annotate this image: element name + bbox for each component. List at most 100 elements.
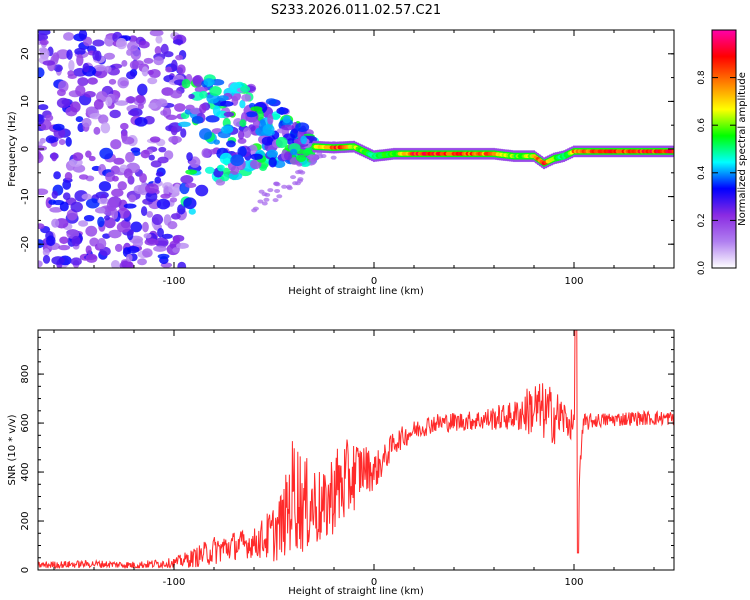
- heatmap-cell: [98, 181, 112, 192]
- heatmap-cell: [77, 77, 89, 87]
- heatmap-cell: [42, 60, 55, 66]
- heatmap-cell: [169, 90, 183, 99]
- colorbar-tick-label: 0.2: [697, 213, 707, 227]
- heatmap-cell: [300, 135, 308, 145]
- y-tick-label: -10: [20, 188, 31, 204]
- heatmap-cell: [172, 39, 184, 45]
- heatmap-cell: [180, 175, 194, 184]
- heatmap-cell: [38, 152, 44, 164]
- heatmap-cell: [102, 233, 111, 239]
- heatmap-cell: [129, 60, 140, 70]
- heatmap-cell: [223, 111, 235, 117]
- heatmap-cell: [144, 238, 159, 246]
- heatmap-cell: [177, 121, 191, 127]
- heatmap-cell: [137, 103, 144, 110]
- heatmap-cell: [217, 164, 225, 172]
- heatmap-cell: [126, 253, 133, 263]
- heatmap-cell: [121, 136, 135, 145]
- heatmap-cell: [137, 258, 147, 266]
- heatmap-cell: [112, 175, 119, 182]
- heatmap-cell: [271, 111, 281, 121]
- heatmap-cell: [155, 237, 169, 248]
- heatmap-cell: [165, 114, 178, 121]
- heatmap-cell: [38, 141, 43, 147]
- heatmap-cell: [99, 147, 114, 160]
- x-tick-label: -100: [163, 577, 186, 588]
- heatmap-cell: [85, 225, 98, 237]
- heatmap-cell: [147, 77, 158, 85]
- heatmap-cell: [123, 168, 133, 179]
- heatmap-cell: [212, 105, 221, 117]
- heatmap-cell: [123, 203, 137, 209]
- heatmap-cell: [108, 229, 122, 239]
- heatmap-cell: [275, 136, 288, 148]
- heatmap-cell: [261, 136, 274, 146]
- heatmap-cell: [56, 88, 66, 97]
- heatmap-cell: [149, 30, 164, 37]
- heatmap-cell: [157, 156, 169, 164]
- heatmap-cell: [143, 233, 152, 239]
- heatmap-cell: [42, 254, 51, 264]
- heatmap-cell: [38, 188, 49, 196]
- heatmap-cell: [176, 64, 186, 75]
- heatmap-cell: [142, 248, 153, 258]
- heatmap-cell: [38, 223, 45, 230]
- heatmap-cell: [139, 173, 147, 183]
- heatmap-cell: [220, 173, 230, 182]
- heatmap-cell: [250, 106, 263, 112]
- heatmap-cell: [153, 56, 164, 66]
- heatmap-cell: [295, 170, 302, 175]
- heatmap-cell: [176, 242, 189, 249]
- heatmap-cell: [290, 148, 298, 156]
- colorbar-ticks: 0.0 0.2 0.4 0.6 0.8: [697, 70, 736, 275]
- heatmap-cell: [75, 116, 84, 123]
- heatmap-cell: [161, 233, 173, 239]
- colorbar-tick-label: 0.4: [697, 165, 707, 180]
- heatmap-cell: [45, 114, 54, 122]
- heatmap-cell: [116, 221, 131, 233]
- heatmap-cell: [252, 119, 260, 127]
- heatmap-cell: [51, 218, 60, 228]
- heatmap-cell: [140, 206, 148, 217]
- heatmap-cell: [155, 99, 168, 108]
- heatmap-cell: [157, 253, 170, 259]
- heatmap-cell: [78, 174, 89, 180]
- heatmap-cell: [160, 43, 169, 55]
- heatmap-cell: [125, 96, 136, 104]
- heatmap-cell: [103, 52, 116, 60]
- heatmap-cell: [185, 169, 198, 175]
- colorbar-gradient: [712, 30, 736, 268]
- heatmap-cell: [156, 198, 171, 210]
- heatmap-cell: [168, 135, 182, 144]
- heatmap-cell: [265, 98, 277, 105]
- heatmap-cell: [87, 77, 98, 85]
- heatmap-cell: [110, 139, 122, 150]
- heatmap-cell: [116, 37, 128, 50]
- heatmap-cell: [109, 109, 121, 119]
- heatmap-cell: [126, 261, 135, 268]
- heatmap-cell: [201, 148, 211, 158]
- heatmap-cell: [70, 201, 83, 213]
- y-tick-label: 400: [20, 462, 31, 481]
- heatmap-cell: [68, 59, 75, 72]
- heatmap-cell: [241, 93, 252, 102]
- heatmap-cell: [264, 192, 271, 197]
- heatmap-cell: [114, 100, 129, 106]
- heatmap-cell: [308, 154, 315, 159]
- heatmap-cell: [64, 172, 73, 181]
- heatmap-cell: [97, 238, 107, 250]
- heatmap-cell: [282, 115, 291, 124]
- heatmap-cell: [96, 207, 106, 214]
- heatmap-cell: [272, 198, 279, 203]
- y-tick-label: 600: [20, 414, 31, 433]
- heatmap-cell: [203, 78, 215, 86]
- heatmap-cell: [181, 78, 191, 89]
- heatmap-cell: [266, 149, 278, 159]
- heatmap-cell: [219, 152, 233, 165]
- heatmap-cell: [121, 59, 128, 67]
- heatmap-cell: [226, 140, 236, 148]
- heatmap-cell: [76, 53, 84, 66]
- heatmap-cell: [103, 215, 110, 221]
- heatmap-cell: [38, 114, 45, 125]
